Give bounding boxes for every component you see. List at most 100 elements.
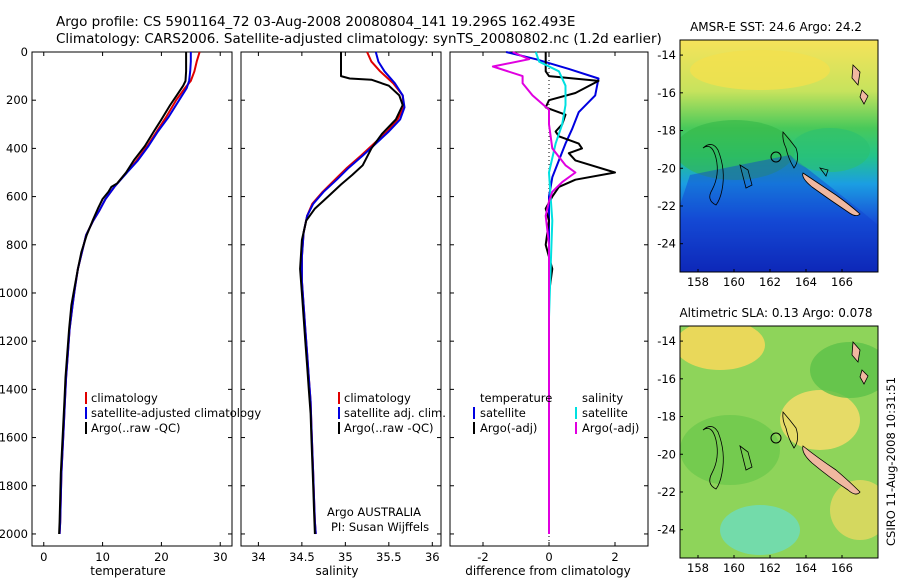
x-tick-label: 30 <box>213 550 228 564</box>
legend-label-salinity-satellite: satellite <box>582 406 628 420</box>
legend-label-argo: Argo(..raw -QC) <box>91 421 181 435</box>
salinity-xlabel: salinity <box>315 564 358 578</box>
reef-contour <box>782 131 798 169</box>
temperature-legend: climatology satellite-adjusted climatolo… <box>85 391 261 435</box>
map-y-tick-label: -24 <box>657 523 676 537</box>
credit-line-1: Argo AUSTRALIA <box>327 505 421 519</box>
map-y-tick-label: -14 <box>657 334 676 348</box>
legend-label-climatology: climatology <box>344 391 411 405</box>
y-tick-label: 1000 <box>0 286 28 300</box>
legend-label-satellite-adj: satellite adj. clim. <box>344 406 446 420</box>
reef-contour <box>702 426 724 490</box>
map-y-tick-label: -18 <box>657 124 676 138</box>
sla-yellow-patch <box>830 480 878 540</box>
sla-map-frame <box>679 325 879 559</box>
legend-label-climatology: climatology <box>91 391 158 405</box>
sla-map-axes: 158 160 162 164 166 -14 -16 -18 -20 -22 -24 <box>657 334 853 575</box>
x-tick-label: 0 <box>40 550 47 564</box>
map-x-tick-label: 162 <box>759 275 781 289</box>
sla-green-patch <box>680 415 780 485</box>
vanuatu-island <box>851 341 861 363</box>
x-tick-label: 34 <box>251 550 266 564</box>
map-y-tick-label: -14 <box>657 48 676 62</box>
sst-green-patch <box>790 128 870 172</box>
map-x-tick-label: 166 <box>831 561 853 575</box>
x-tick-label: -2 <box>477 550 488 564</box>
sst-map-title: AMSR-E SST: 24.6 Argo: 24.2 <box>690 20 862 34</box>
salinity-panel-frame <box>240 51 442 547</box>
y-tick-label: 800 <box>6 238 28 252</box>
vanuatu-island <box>859 89 869 105</box>
series-line-argo-raw-qc <box>299 52 404 535</box>
sst-map-land <box>702 64 869 216</box>
sst-map-frame <box>679 39 879 273</box>
temperature-chart: 0 200 400 600 800 1000 1200 1400 1600 1800 2000 0 10… <box>0 45 232 564</box>
vanuatu-island <box>859 369 869 385</box>
map-x-tick-label: 158 <box>687 561 709 575</box>
series-line-argo-raw-qc <box>58 52 188 535</box>
legend-label-argo: Argo(..raw -QC) <box>344 421 434 435</box>
sla-argo-position-marker <box>770 432 782 444</box>
sst-map-axes: 158 160 162 164 166 -14 -16 -18 -20 -22 -24 <box>657 48 853 289</box>
map-x-tick-label: 166 <box>831 275 853 289</box>
map-x-tick-label: 160 <box>723 561 745 575</box>
new-caledonia-land <box>802 172 861 216</box>
sst-warm-patch <box>690 50 830 90</box>
reef-contour <box>702 144 724 206</box>
y-tick-label: 200 <box>6 93 28 107</box>
map-y-tick-label: -22 <box>657 485 676 499</box>
sla-map-land <box>702 341 869 495</box>
reef-contour <box>739 164 753 189</box>
x-tick-label: 34.5 <box>289 550 315 564</box>
map-y-tick-label: -24 <box>657 237 676 251</box>
new-caledonia-land <box>802 445 861 495</box>
y-tick-label: 1600 <box>0 431 28 445</box>
x-tick-label: 35.5 <box>376 550 402 564</box>
y-tick-label: 0 <box>21 45 28 59</box>
timestamp-label: CSIRO 11-Aug-2008 10:31:51 <box>884 377 898 546</box>
header-line-2: Climatology: CARS2006. Satellite-adjuste… <box>56 31 662 47</box>
temperature-panel-frame <box>31 51 233 547</box>
x-tick-label: 20 <box>154 550 169 564</box>
salinity-chart: 34 34.5 35 35.5 36 <box>241 51 441 564</box>
series-line-climatology <box>300 51 405 535</box>
series-line-temperature-argo-adj <box>544 52 616 534</box>
x-tick-label: 0 <box>545 550 552 564</box>
legend-header-temperature: temperature <box>480 391 552 405</box>
x-tick-label: 36 <box>425 550 440 564</box>
map-x-tick-label: 158 <box>687 275 709 289</box>
map-y-tick-label: -16 <box>657 86 676 100</box>
series-line-temperature-satellite <box>505 51 600 534</box>
credit-line-2: PI: Susan Wijffels <box>331 520 429 534</box>
map-y-tick-label: -16 <box>657 372 676 386</box>
vanuatu-island <box>851 64 861 86</box>
y-tick-label: 1400 <box>0 382 28 396</box>
y-tick-label: 1200 <box>0 334 28 348</box>
map-y-tick-label: -18 <box>657 410 676 424</box>
sla-green-patch <box>810 342 878 398</box>
y-tick-label: 2000 <box>0 527 28 541</box>
series-line-climatology <box>58 51 201 535</box>
legend-label-temperature-argo: Argo(-adj) <box>480 421 537 435</box>
sla-map-field <box>680 326 878 558</box>
series-line-satellite-adjusted-climatology <box>58 52 192 535</box>
y-tick-label: 600 <box>6 190 28 204</box>
map-y-tick-label: -20 <box>657 447 676 461</box>
sst-map-field <box>680 40 878 272</box>
y-tick-label: 1800 <box>0 479 28 493</box>
map-x-tick-label: 162 <box>759 561 781 575</box>
legend-header-salinity: salinity <box>582 391 623 405</box>
map-x-tick-label: 164 <box>795 561 817 575</box>
temperature-xlabel: temperature <box>90 564 165 578</box>
sla-map-title: Altimetric SLA: 0.13 Argo: 0.078 <box>679 306 872 320</box>
legend-label-satellite-adjusted: satellite-adjusted climatology <box>91 406 261 420</box>
reef-contour <box>782 411 798 449</box>
sst-cold-tongue <box>680 155 878 272</box>
x-tick-label: 35 <box>338 550 353 564</box>
y-tick-label: 400 <box>6 141 28 155</box>
x-tick-label: 10 <box>95 550 110 564</box>
sla-cyan-patch <box>720 505 800 555</box>
sst-argo-position-marker <box>770 151 782 163</box>
difference-chart: -2 0 2 <box>450 51 648 564</box>
